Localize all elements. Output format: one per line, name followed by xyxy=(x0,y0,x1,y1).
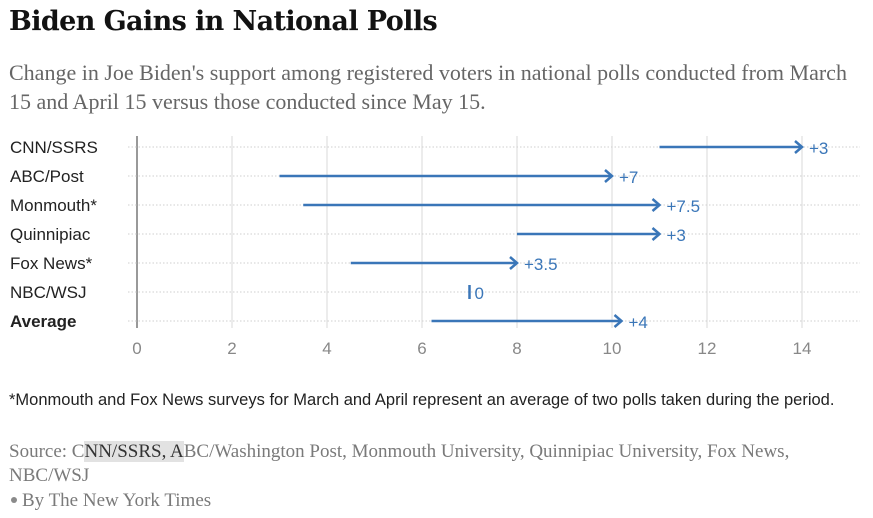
source-highlight: NN/SSRS, A xyxy=(84,441,184,462)
arrowhead-icon xyxy=(509,256,519,270)
rows: CNN/SSRS +3 ABC/Post +7 Monmouth* +7.5 Quinnip… xyxy=(10,138,860,332)
change-label: +7 xyxy=(619,168,638,187)
change-label: +3 xyxy=(809,139,828,158)
arrowhead-icon xyxy=(794,140,804,154)
change-label: +4 xyxy=(629,313,648,332)
change-label: +3.5 xyxy=(524,255,558,274)
change-label: +3 xyxy=(667,226,686,245)
chart-subtitle: Change in Joe Biden's support among regi… xyxy=(9,60,847,114)
row-label: Fox News* xyxy=(10,254,93,273)
arrow-chart: CNN/SSRS +3 ABC/Post +7 Monmouth* +7.5 Quinnip… xyxy=(10,136,860,358)
row-nbc-wsj: NBC/WSJ 0 xyxy=(10,283,860,303)
bullet-icon xyxy=(11,497,17,504)
x-tick-label: 10 xyxy=(603,339,622,358)
row-abc-post: ABC/Post +7 xyxy=(10,167,860,187)
row-monmouth: Monmouth* +7.5 xyxy=(10,196,860,216)
source-rest: BC/Washington Post, Monmouth University,… xyxy=(9,441,790,486)
source-prefix: Source: C xyxy=(9,441,85,462)
x-tick-label: 14 xyxy=(793,339,812,358)
row-cnn-ssrs: CNN/SSRS +3 xyxy=(10,138,860,158)
arrowhead-icon xyxy=(604,169,614,183)
row-label: Monmouth* xyxy=(10,196,97,215)
x-tick-label: 6 xyxy=(417,339,426,358)
row-fox-news: Fox News* +3.5 xyxy=(10,254,860,274)
row-label: ABC/Post xyxy=(10,167,84,186)
change-label: +7.5 xyxy=(667,197,701,216)
row-label: NBC/WSJ xyxy=(10,283,87,302)
arrowhead-icon xyxy=(651,227,662,241)
credit-line: By The New York Times xyxy=(11,489,211,513)
row-label: Average xyxy=(10,312,76,331)
x-tick-label: 8 xyxy=(512,339,521,358)
row-label: CNN/SSRS xyxy=(10,138,98,157)
row-average: Average +4 xyxy=(10,312,860,332)
arrowhead-icon xyxy=(651,198,662,212)
arrowhead-icon xyxy=(613,314,624,328)
x-tick-label: 12 xyxy=(698,339,717,358)
x-axis-ticks: 0 2 4 6 8 10 12 14 xyxy=(132,339,811,358)
row-label: Quinnipiac xyxy=(10,225,91,244)
x-tick-label: 2 xyxy=(227,339,236,358)
source-line: Source: CNN/SSRS, ABC/Washington Post, M… xyxy=(9,440,869,488)
footnote: *Monmouth and Fox News surveys for March… xyxy=(9,391,835,409)
credit-text: By The New York Times xyxy=(22,490,212,511)
x-tick-label: 4 xyxy=(322,339,331,358)
change-label: 0 xyxy=(475,284,484,303)
row-quinnipiac: Quinnipiac +3 xyxy=(10,225,860,245)
chart-title: Biden Gains in National Polls xyxy=(9,6,438,37)
gridlines xyxy=(136,136,803,328)
x-tick-label: 0 xyxy=(132,339,141,358)
